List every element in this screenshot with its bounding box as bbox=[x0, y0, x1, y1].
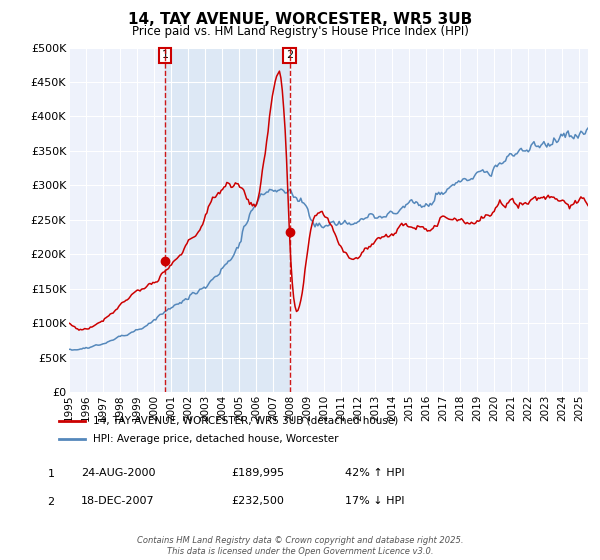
Text: 2: 2 bbox=[47, 497, 55, 507]
Text: 24-AUG-2000: 24-AUG-2000 bbox=[81, 468, 155, 478]
Text: 1: 1 bbox=[47, 469, 55, 479]
Bar bbox=[165, 48, 290, 392]
Text: 18-DEC-2007: 18-DEC-2007 bbox=[81, 496, 155, 506]
Text: 2: 2 bbox=[286, 50, 293, 60]
Text: Contains HM Land Registry data © Crown copyright and database right 2025.
This d: Contains HM Land Registry data © Crown c… bbox=[137, 536, 463, 556]
Text: 1: 1 bbox=[161, 50, 169, 60]
Text: £232,500: £232,500 bbox=[231, 496, 284, 506]
Text: 14, TAY AVENUE, WORCESTER, WR5 3UB: 14, TAY AVENUE, WORCESTER, WR5 3UB bbox=[128, 12, 472, 27]
Text: Price paid vs. HM Land Registry's House Price Index (HPI): Price paid vs. HM Land Registry's House … bbox=[131, 25, 469, 38]
Text: 14, TAY AVENUE, WORCESTER, WR5 3UB (detached house): 14, TAY AVENUE, WORCESTER, WR5 3UB (deta… bbox=[93, 416, 398, 426]
Text: £189,995: £189,995 bbox=[231, 468, 284, 478]
Text: 42% ↑ HPI: 42% ↑ HPI bbox=[345, 468, 404, 478]
Text: 17% ↓ HPI: 17% ↓ HPI bbox=[345, 496, 404, 506]
Text: HPI: Average price, detached house, Worcester: HPI: Average price, detached house, Worc… bbox=[93, 434, 338, 444]
